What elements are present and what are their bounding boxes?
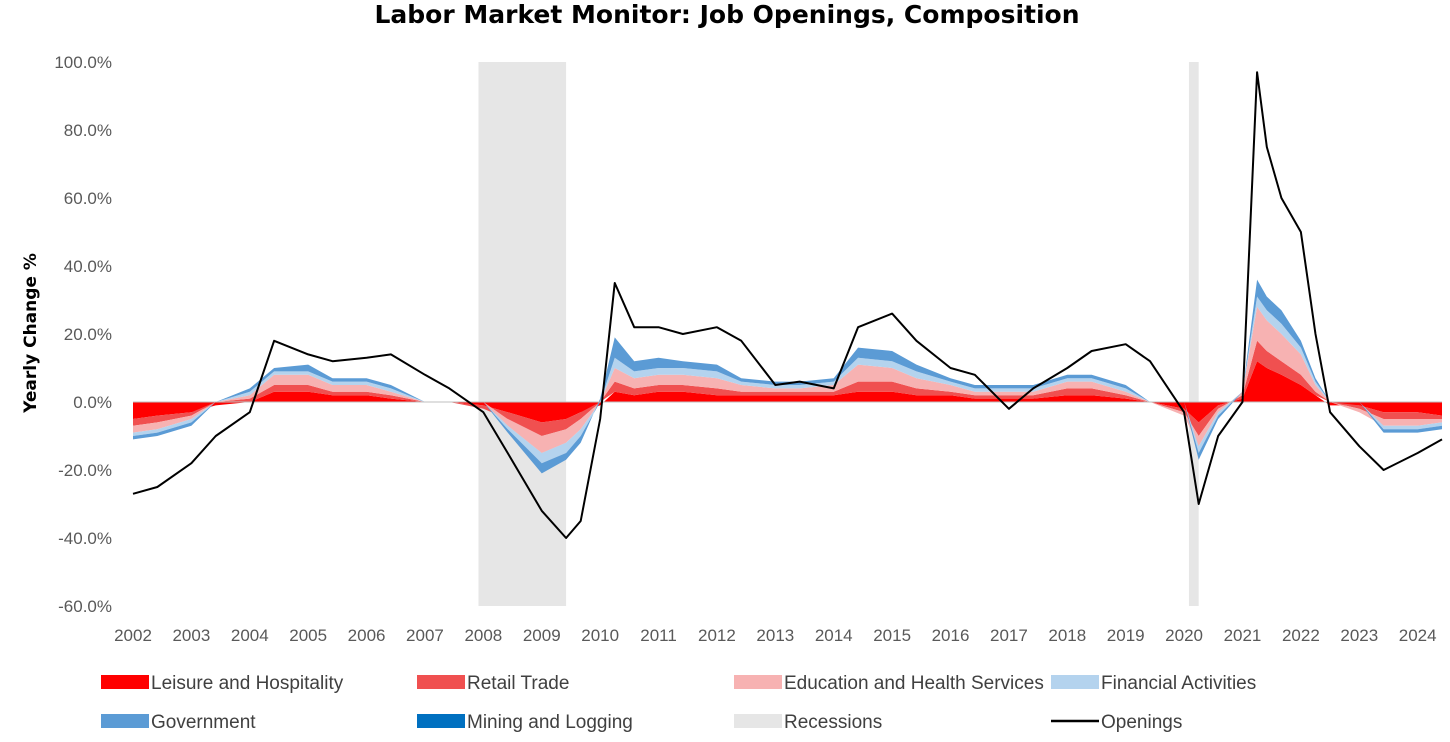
x-axis-ticks: 2002 2003 2004 2005 2006 2007 2008 2009 2010 2011… bbox=[114, 626, 1436, 645]
legend-swatch bbox=[734, 675, 782, 689]
y-tick-label: -60.0% bbox=[58, 597, 112, 616]
y-tick-label: -20.0% bbox=[58, 461, 112, 480]
x-tick-label: 2008 bbox=[464, 626, 502, 645]
x-tick-label: 2017 bbox=[990, 626, 1028, 645]
legend-label: Government bbox=[151, 712, 256, 733]
y-axis-ticks: -60.0% -40.0% -20.0% 0.0% 20.0% 40.0% 60.0% 80.… bbox=[54, 53, 112, 616]
x-tick-label: 2005 bbox=[289, 626, 327, 645]
y-tick-label: 60.0% bbox=[64, 189, 112, 208]
line-series bbox=[132, 71, 1443, 539]
recession-band-2 bbox=[1188, 62, 1199, 606]
x-tick-label: 2023 bbox=[1340, 626, 1378, 645]
legend-swatch bbox=[417, 714, 465, 728]
x-tick-label: 2007 bbox=[406, 626, 444, 645]
x-tick-label: 2015 bbox=[873, 626, 911, 645]
recession-band-1 bbox=[478, 62, 567, 606]
legend-swatch bbox=[1051, 675, 1099, 689]
legend: Leisure and Hospitality Retail Trade Educa… bbox=[101, 673, 1256, 733]
legend-item-mining-and-logging: Mining and Logging bbox=[417, 712, 633, 733]
legend-swatch bbox=[734, 714, 782, 728]
legend-swatch bbox=[101, 714, 149, 728]
legend-item-financial-activities: Financial Activities bbox=[1051, 673, 1256, 694]
y-axis-label: Yearly Change % bbox=[21, 253, 41, 414]
x-tick-label: 2011 bbox=[640, 626, 677, 645]
x-tick-label: 2024 bbox=[1399, 626, 1437, 645]
legend-item-openings: Openings bbox=[1051, 712, 1182, 733]
x-tick-label: 2010 bbox=[581, 626, 619, 645]
x-tick-label: 2012 bbox=[698, 626, 736, 645]
x-tick-label: 2022 bbox=[1282, 626, 1320, 645]
x-tick-label: 2013 bbox=[756, 626, 794, 645]
y-tick-label: 80.0% bbox=[64, 121, 112, 140]
y-tick-label: 20.0% bbox=[64, 325, 112, 344]
recession-bands bbox=[478, 62, 1199, 606]
legend-swatch bbox=[101, 675, 149, 689]
legend-item-recessions: Recessions bbox=[734, 712, 882, 733]
x-tick-label: 2006 bbox=[348, 626, 386, 645]
x-tick-label: 2019 bbox=[1107, 626, 1145, 645]
legend-label: Retail Trade bbox=[467, 673, 569, 694]
x-tick-label: 2003 bbox=[172, 626, 210, 645]
legend-label: Leisure and Hospitality bbox=[151, 673, 344, 694]
legend-swatch bbox=[417, 675, 465, 689]
y-tick-label: 0.0% bbox=[73, 393, 112, 412]
line-openings bbox=[132, 71, 1443, 539]
x-tick-label: 2009 bbox=[523, 626, 561, 645]
y-tick-label: 40.0% bbox=[64, 257, 112, 276]
legend-item-leisure-and-hospitality: Leisure and Hospitality bbox=[101, 673, 344, 694]
x-tick-label: 2021 bbox=[1224, 626, 1262, 645]
x-tick-label: 2004 bbox=[231, 626, 269, 645]
legend-item-retail-trade: Retail Trade bbox=[417, 673, 569, 694]
legend-label: Education and Health Services bbox=[784, 673, 1044, 694]
legend-item-education-and-health-services: Education and Health Services bbox=[734, 673, 1044, 694]
legend-label: Mining and Logging bbox=[467, 712, 633, 733]
x-tick-label: 2018 bbox=[1048, 626, 1086, 645]
chart-title: Labor Market Monitor: Job Openings, Comp… bbox=[374, 0, 1079, 29]
legend-label: Openings bbox=[1101, 712, 1182, 733]
x-tick-label: 2002 bbox=[114, 626, 152, 645]
y-tick-label: -40.0% bbox=[58, 529, 112, 548]
legend-item-government: Government bbox=[101, 712, 256, 733]
x-tick-label: 2016 bbox=[932, 626, 970, 645]
x-tick-label: 2020 bbox=[1165, 626, 1203, 645]
legend-label: Financial Activities bbox=[1101, 673, 1256, 694]
y-tick-label: 100.0% bbox=[54, 53, 112, 72]
x-tick-label: 2014 bbox=[815, 626, 853, 645]
legend-label: Recessions bbox=[784, 712, 882, 733]
